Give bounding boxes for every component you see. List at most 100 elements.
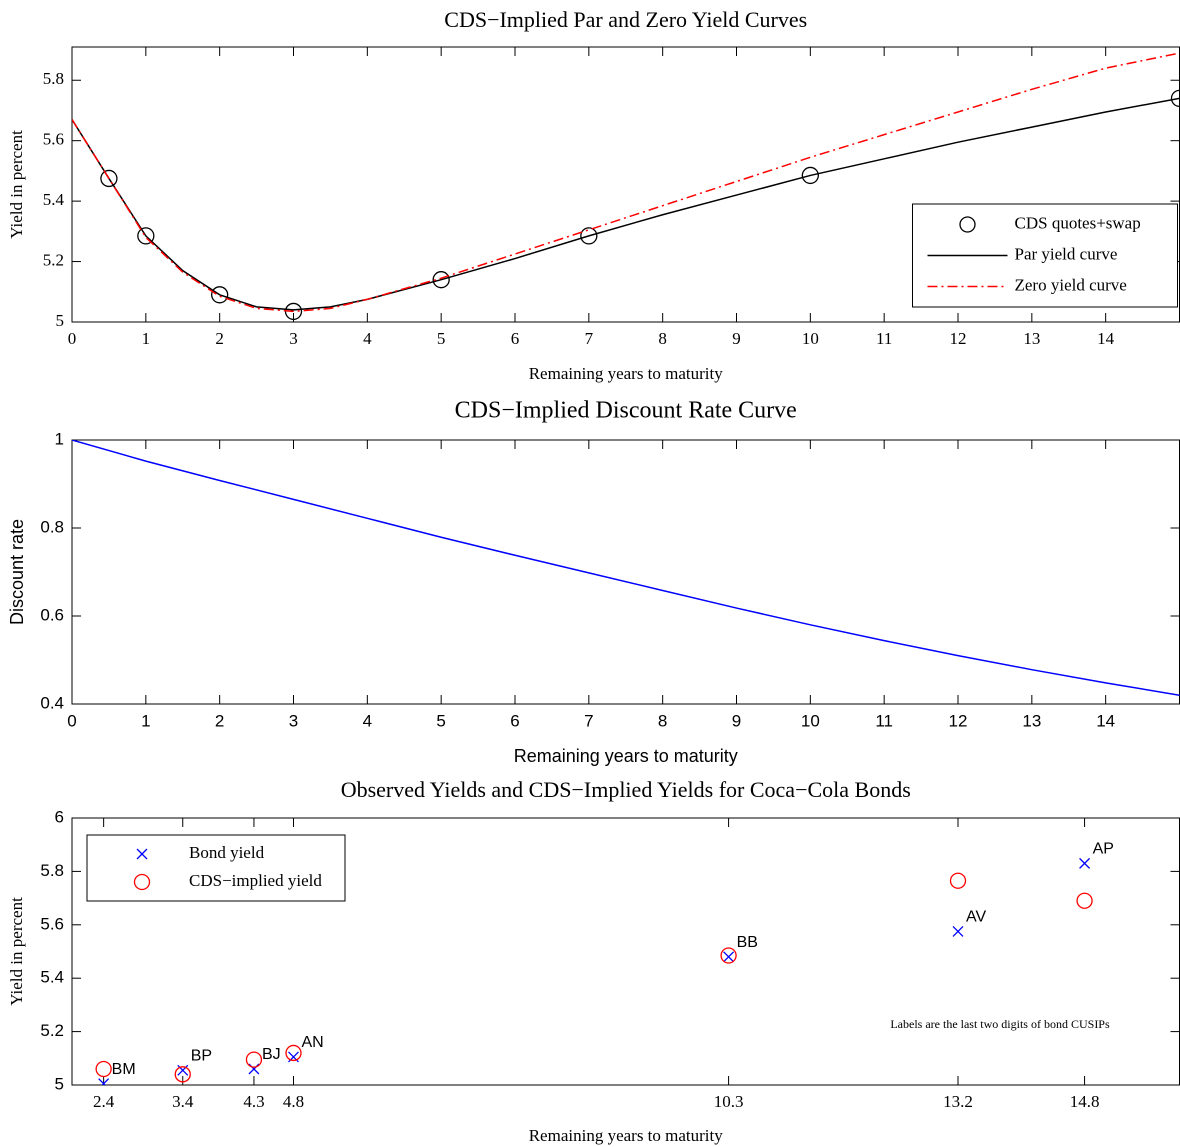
legend-label: Zero yield curve (1015, 275, 1127, 294)
point-label: BM (112, 1061, 136, 1078)
marker (98, 1078, 110, 1085)
legend-label: CDS−implied yield (189, 871, 322, 890)
point-label: AV (966, 909, 986, 926)
marker (137, 227, 155, 245)
subplot: CDS−Implied Par and Zero Yield Curves Rem… (7, 7, 1180, 383)
x-tick-label: 7 (585, 329, 594, 348)
subplot: Observed Yields and CDS−Implied Yields f… (7, 777, 1180, 1145)
annotation: Labels are the last two digits of bond C… (890, 1017, 1110, 1031)
y-tick-label: 5.8 (40, 861, 64, 880)
point-label: BP (191, 1048, 212, 1065)
y-tick-label: 5.4 (40, 968, 64, 987)
point-label: AP (1093, 841, 1114, 858)
y-tick-label: 5.6 (43, 130, 64, 149)
y-tick-label: 6 (55, 807, 64, 826)
marker (723, 951, 735, 963)
marker (133, 873, 151, 891)
marker (959, 216, 976, 233)
x-tick-label: 2 (215, 711, 224, 730)
x-tick-label: 5 (437, 329, 446, 348)
marker (211, 286, 229, 304)
data-line (72, 97, 1180, 311)
x-tick-label: 4.8 (283, 1092, 304, 1111)
x-tick-label: 3 (289, 329, 298, 348)
y-tick-label: 5.2 (43, 250, 64, 269)
y-tick-label: 5 (55, 1074, 64, 1093)
y-tick-label: 0.4 (40, 693, 64, 712)
x-tick-label: 13 (1023, 329, 1040, 348)
marker (1076, 892, 1093, 909)
marker (95, 1060, 112, 1078)
y-tick-label: 5.6 (40, 914, 64, 933)
x-tick-label: 13 (1022, 711, 1041, 730)
marker (1079, 857, 1091, 869)
x-tick-label: 13.2 (943, 1092, 973, 1111)
x-tick-label: 10 (801, 711, 820, 730)
x-tick-label: 1 (142, 329, 151, 348)
marker (949, 872, 967, 889)
legend: CDS quotes+swap Par yield curve Zero yield… (912, 203, 1178, 308)
chart-title: CDS−Implied Discount Rate Curve (455, 398, 797, 424)
y-tick-label: 5.4 (43, 190, 65, 209)
y-tick-label: 5.2 (40, 1021, 64, 1040)
point-label: AN (302, 1034, 324, 1051)
y-tick-label: 0.6 (40, 605, 64, 624)
x-tick-label: 11 (876, 329, 892, 348)
marker (952, 926, 964, 937)
x-tick-label: 8 (658, 711, 667, 730)
x-tick-label: 2 (215, 329, 224, 348)
x-tick-label: 3 (289, 711, 298, 730)
x-axis-label: Remaining years to maturity (529, 1126, 724, 1145)
legend-box (86, 834, 346, 902)
x-tick-label: 9 (732, 711, 741, 730)
y-axis-label: Yield in percent (7, 130, 26, 239)
legend-label: Bond yield (189, 843, 265, 862)
point-label: BB (737, 934, 758, 951)
marker (432, 271, 450, 289)
x-tick-label: 10 (802, 329, 819, 348)
x-axis-label: Remaining years to maturity (529, 364, 724, 383)
y-tick-label: 1 (55, 429, 64, 448)
marker (245, 1051, 263, 1068)
x-tick-label: 4 (363, 711, 372, 730)
y-tick-label: 5 (56, 311, 65, 330)
plot-area (72, 52, 1180, 321)
x-tick-label: 5 (436, 711, 445, 730)
plot-area (72, 440, 1180, 696)
x-tick-label: 1 (141, 711, 150, 730)
marker (136, 848, 148, 860)
subplot: CDS−Implied Discount Rate Curve Remaining… (7, 398, 1180, 766)
marker (285, 1044, 302, 1062)
marker (248, 1063, 260, 1075)
plot-frame (71, 439, 1180, 705)
plot-area (95, 857, 1093, 1085)
x-tick-label: 14 (1097, 329, 1115, 348)
y-axis-label: Yield in percent (7, 897, 26, 1006)
legend: Bond yield CDS−implied yield (86, 834, 346, 902)
x-tick-label: 2.4 (93, 1092, 115, 1111)
chart-title: CDS−Implied Par and Zero Yield Curves (444, 7, 807, 32)
y-tick-label: 0.8 (40, 517, 64, 536)
data-line (72, 52, 1180, 313)
marker (1170, 89, 1180, 108)
x-axis-label: Remaining years to maturity (514, 746, 738, 766)
x-tick-label: 7 (584, 711, 593, 730)
y-tick-label: 5.8 (43, 69, 64, 88)
x-tick-label: 12 (949, 711, 968, 730)
data-line (72, 440, 1180, 696)
x-tick-label: 6 (510, 711, 519, 730)
marker (174, 1066, 191, 1083)
x-tick-label: 6 (511, 329, 520, 348)
x-tick-label: 9 (732, 329, 741, 348)
x-tick-label: 3.4 (172, 1092, 194, 1111)
x-tick-label: 14.8 (1070, 1092, 1100, 1111)
x-tick-label: 8 (658, 329, 667, 348)
x-tick-label: 0 (67, 711, 76, 730)
chart-title: Observed Yields and CDS−Implied Yields f… (341, 777, 911, 802)
marker (580, 227, 598, 245)
x-tick-label: 4.3 (243, 1092, 264, 1111)
legend-label: Par yield curve (1015, 244, 1118, 263)
marker (100, 169, 118, 188)
marker (801, 166, 819, 185)
x-tick-label: 0 (68, 329, 77, 348)
